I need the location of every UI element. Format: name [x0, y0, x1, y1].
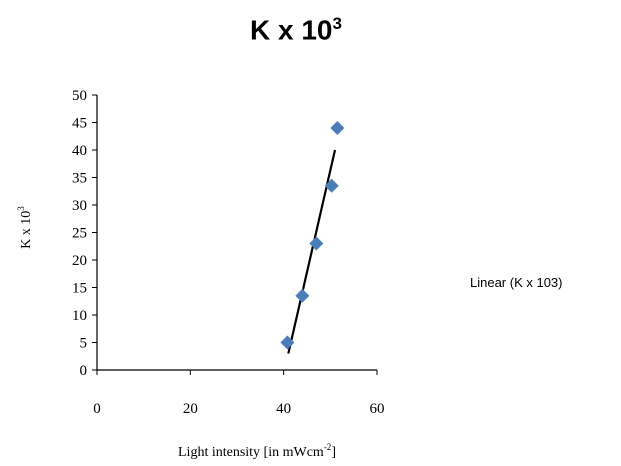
legend-entry-trendline: Linear (K x 103)	[470, 275, 563, 290]
y-tick-label: 40	[72, 143, 87, 159]
x-tick-label: 60	[370, 401, 385, 417]
chart-title-superscript: 3	[332, 14, 342, 33]
points-group	[280, 121, 345, 350]
y-tick-label: 10	[72, 308, 87, 324]
axis-labels-group: Light intensity [in mWcm-2] K x 103	[16, 206, 336, 460]
axes	[96, 95, 377, 371]
data-point	[330, 121, 345, 135]
y-tick-label: 0	[80, 363, 88, 379]
y-axis-label: K x 103	[16, 206, 34, 249]
x-tick-label: 20	[183, 401, 198, 417]
trendline	[287, 149, 337, 354]
x-tick-label: 40	[276, 401, 291, 417]
x-axis-label: Light intensity [in mWcm-2]	[178, 442, 336, 460]
y-tick-label: 15	[72, 281, 87, 297]
y-tick-label: 20	[72, 253, 87, 269]
y-tick-label: 25	[72, 226, 87, 242]
y-tick-label: 35	[72, 171, 87, 187]
data-point	[295, 288, 310, 303]
data-point	[324, 178, 339, 193]
y-tick-label: 50	[72, 88, 87, 104]
chart-title: K x 103	[250, 14, 342, 46]
y-tick-label: 5	[80, 336, 88, 352]
chart-title-text: K x 10	[250, 14, 333, 46]
data-point	[280, 335, 295, 350]
legend: Linear (K x 103)	[470, 275, 563, 290]
y-tick-label: 30	[72, 198, 87, 214]
data-point	[309, 236, 324, 251]
ticks: 0 5 10 15 20 25 30 35 40 45 50 0 20 40 60	[72, 88, 385, 417]
trendline-group	[287, 149, 337, 354]
x-tick-label: 0	[93, 401, 101, 417]
y-tick-label: 45	[72, 116, 87, 132]
